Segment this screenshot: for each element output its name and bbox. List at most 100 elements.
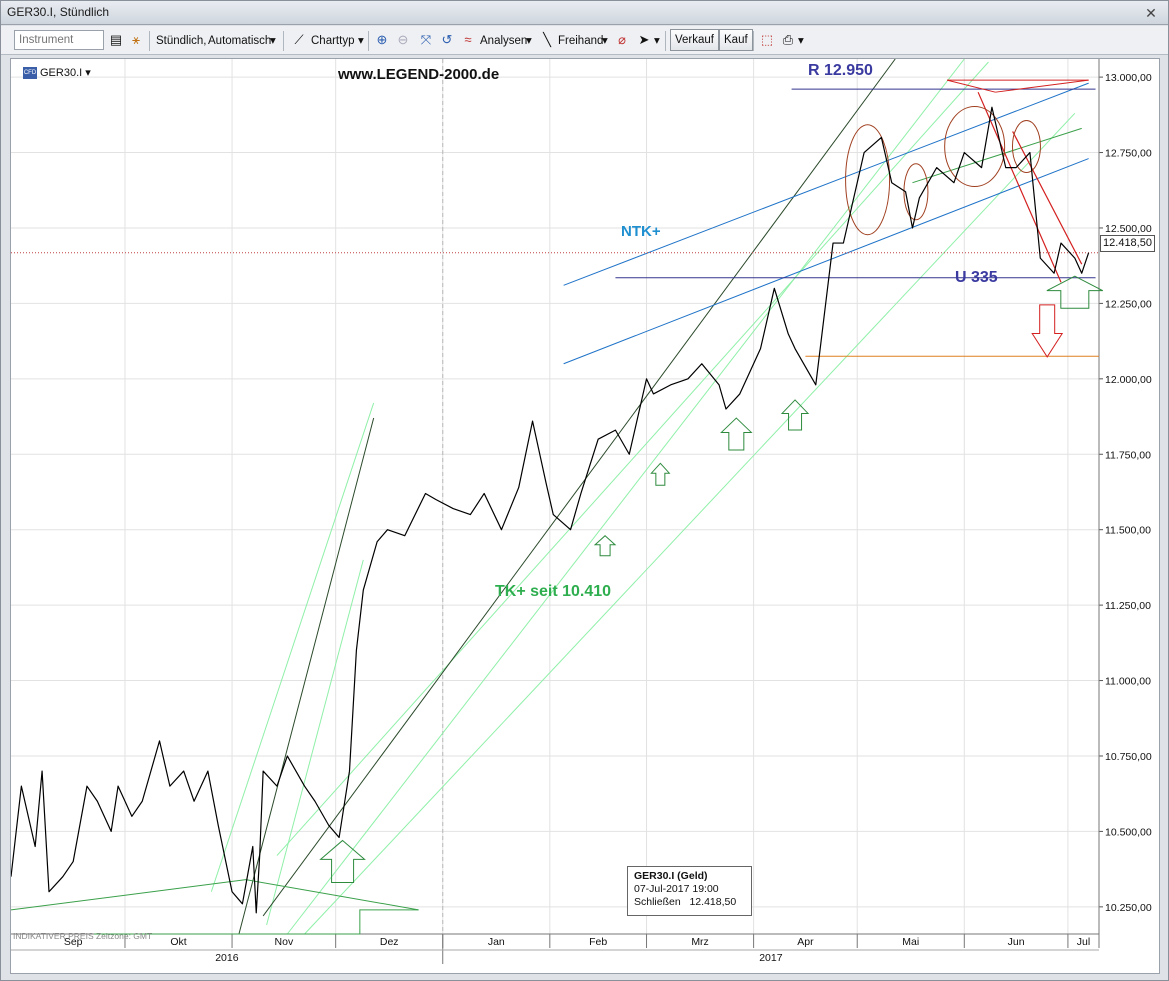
y-tick-label: 10.500,00 <box>1105 826 1152 838</box>
y-tick-label: 12.250,00 <box>1105 298 1152 310</box>
channel-line-light <box>286 59 965 935</box>
trend-line-steep <box>238 417 375 935</box>
freehand-menu[interactable]: Freihand <box>558 35 604 47</box>
window-title: GER30.I, Stündlich <box>7 5 110 19</box>
fit-icon[interactable]: ⤧ <box>420 32 432 47</box>
y-tick-label: 10.250,00 <box>1105 902 1152 914</box>
x-tick-label: Nov <box>275 936 294 948</box>
chevron-down-icon[interactable]: ▾ <box>526 35 532 47</box>
channel-line-blue-lower <box>563 158 1089 365</box>
scale-selector[interactable]: Automatisch <box>208 35 272 47</box>
x-tick-label: Apr <box>797 936 814 948</box>
top-line-red-diag <box>946 79 996 93</box>
info-box: GER30.I (Geld) 07-Jul-2017 19:00 Schließ… <box>627 866 752 916</box>
year-label: 2016 <box>215 952 239 964</box>
indicator-icon[interactable]: ⚹ <box>132 32 140 47</box>
chevron-down-icon[interactable]: ▾ <box>798 35 804 47</box>
freehand-line-icon[interactable]: ╲ <box>543 32 551 47</box>
chevron-down-icon[interactable]: ▾ <box>602 35 608 47</box>
y-tick-label: 11.500,00 <box>1105 525 1151 537</box>
channel-line-light <box>304 112 1076 935</box>
trend-line-green-short <box>912 127 1082 184</box>
sell-button[interactable]: Verkauf <box>670 29 719 51</box>
y-tick-label: 12.750,00 <box>1105 148 1152 160</box>
y-tick-label: 10.750,00 <box>1105 751 1152 763</box>
consolidation-ellipse <box>903 163 929 221</box>
toolbar-divider <box>665 31 666 51</box>
charttype-menu[interactable]: Charttyp <box>311 35 355 47</box>
refresh-icon[interactable]: ↺ <box>441 32 453 47</box>
up-arrow-icon <box>780 399 810 431</box>
channel-line-light <box>276 61 989 856</box>
up-arrow-icon <box>650 462 671 486</box>
year-label: 2017 <box>759 952 783 964</box>
zoom-in-icon[interactable]: ⊕ <box>376 32 388 47</box>
title-bar: GER30.I, Stündlich ✕ <box>1 1 1168 25</box>
down-arrow-icon <box>1031 304 1064 358</box>
consolidation-ellipse <box>944 106 1006 187</box>
x-tick-label: Jun <box>1008 936 1025 948</box>
channel-line-light <box>266 559 364 926</box>
cursor-icon[interactable]: ➤ <box>638 32 650 47</box>
print-icon[interactable]: ⎙ <box>782 32 794 47</box>
analyses-icon[interactable]: ≈ <box>464 32 472 47</box>
up-arrow-icon <box>593 535 617 557</box>
triangle-marker <box>11 879 419 911</box>
buy-button[interactable]: Kauf <box>719 29 753 51</box>
y-tick-label: 11.250,00 <box>1105 600 1151 612</box>
price-chart[interactable]: 13.000,00 12.750,00 12.500,00 12.250,00 12.0… <box>11 59 1161 975</box>
tk-annotation: TK+ seit 10.410 <box>495 583 612 600</box>
up-arrow-icon <box>720 417 753 451</box>
chevron-down-icon[interactable]: ▾ <box>85 67 91 79</box>
resistance-annotation: R 12.950 <box>808 62 873 79</box>
info-box-close-label: Schließen <box>634 896 681 908</box>
line-chart-icon[interactable]: ⟋ <box>294 32 304 47</box>
chart-area[interactable]: 13.000,00 12.750,00 12.500,00 12.250,00 12.0… <box>10 58 1160 974</box>
zoom-out-icon[interactable]: ⊖ <box>397 32 409 47</box>
instrument-input[interactable] <box>14 30 104 50</box>
x-tick-label: Mrz <box>691 936 709 948</box>
x-tick-label: Okt <box>170 936 186 948</box>
top-line-red-diag <box>995 79 1089 93</box>
timeframe-selector[interactable]: Stündlich, <box>156 35 207 47</box>
cfd-badge: CFD <box>23 67 37 80</box>
consolidation-ellipse <box>845 124 891 236</box>
info-box-close-value: 12.418,50 <box>689 896 737 908</box>
x-tick-label: Sep <box>64 936 83 948</box>
up-arrow-icon <box>319 839 366 883</box>
x-tick-label: Feb <box>589 936 607 948</box>
close-icon[interactable]: ✕ <box>1145 5 1157 21</box>
support-annotation: U 335 <box>955 269 998 286</box>
channel-line-light <box>210 402 375 892</box>
toolbar: ▤ ⚹ Stündlich, Automatisch ▾ ⟋ Charttyp … <box>1 26 1168 55</box>
channel-line-blue-upper <box>563 82 1089 286</box>
toolbar-divider <box>753 31 754 51</box>
consolidation-ellipse <box>1011 120 1041 173</box>
eraser-icon[interactable]: ⌀ <box>618 32 626 47</box>
info-box-title: GER30.I (Geld) <box>634 870 708 882</box>
analyses-menu[interactable]: Analysen <box>480 35 528 47</box>
box-marker <box>93 909 419 935</box>
toolbar-divider <box>283 31 284 51</box>
footer-note: INDIKATIVER PREIS Zeitzone: GMT <box>13 931 153 941</box>
current-price-tag: 12.418,50 <box>1100 235 1155 252</box>
x-tick-label: Jan <box>488 936 505 948</box>
instrument-list-icon[interactable]: ▤ <box>109 32 123 47</box>
downtrend-line-red-short <box>1012 131 1083 265</box>
chevron-down-icon[interactable]: ▾ <box>654 35 660 47</box>
chevron-down-icon[interactable]: ▾ <box>358 35 364 47</box>
instrument-name: GER30.I <box>40 67 83 79</box>
y-tick-label: 12.000,00 <box>1105 374 1152 386</box>
x-tick-label: Mai <box>902 936 919 948</box>
toolbar-divider <box>368 31 369 51</box>
chart-instrument-label[interactable]: CFD GER30.I ▾ <box>23 66 91 80</box>
ntk-annotation: NTK+ <box>621 223 661 240</box>
y-tick-label: 11.000,00 <box>1105 676 1151 688</box>
chevron-down-icon[interactable]: ▾ <box>270 35 276 47</box>
chart-window-icon[interactable]: ⬚ <box>760 32 774 47</box>
x-tick-label: Dez <box>380 936 399 948</box>
trend-line-tk <box>262 59 896 917</box>
y-tick-label: 11.750,00 <box>1105 449 1151 461</box>
downtrend-line-red <box>977 91 1062 283</box>
